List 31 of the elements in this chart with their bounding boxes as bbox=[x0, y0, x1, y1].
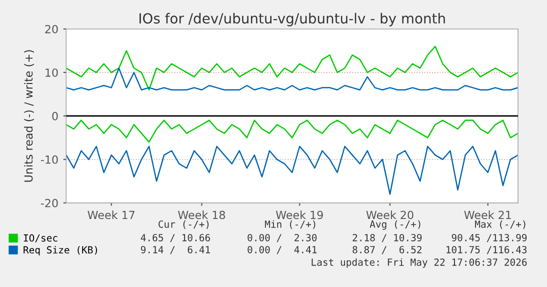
text: Max (-/+) bbox=[475, 220, 526, 229]
y-tick-label: 20 bbox=[45, 24, 58, 34]
text: 4.65 / 10.66 bbox=[140, 234, 210, 242]
x-tick-label: Week 21 bbox=[464, 210, 511, 220]
text: 8.87 / 6.52 bbox=[352, 246, 422, 254]
text: 101.75 /116.43 bbox=[446, 246, 527, 254]
y-axis-title: Units read (-) / write (+) bbox=[24, 50, 34, 182]
text: 0.00 / 2.30 bbox=[248, 234, 317, 242]
y-tick-label: -10 bbox=[40, 155, 58, 164]
text: 90.45 /113.99 bbox=[452, 234, 527, 242]
legend-label: Req Size (KB) bbox=[24, 246, 98, 256]
line-series bbox=[66, 46, 518, 90]
line-series bbox=[66, 67, 518, 90]
text: Avg (-/+) bbox=[370, 220, 420, 230]
x-tick-label: Week 18 bbox=[178, 210, 226, 220]
x-tick-label: Week 17 bbox=[88, 210, 134, 220]
x-tick-label: Week 19 bbox=[276, 210, 323, 220]
line-series bbox=[66, 120, 518, 143]
text: Last update: Fri May 22 17:06:37 2026 bbox=[312, 258, 527, 268]
line-series bbox=[66, 146, 518, 195]
text: Min (-/+) bbox=[264, 220, 316, 229]
y-tick-label: 10 bbox=[46, 68, 58, 77]
x-tick-label: Week 20 bbox=[366, 210, 414, 220]
text: 9.14 / 6.41 bbox=[140, 246, 210, 254]
text: Cur (-/+) bbox=[158, 220, 209, 229]
y-tick-label: 0 bbox=[52, 112, 58, 120]
chart-title: IOs for /dev/ubuntu-vg/ubuntu-lv - by month bbox=[140, 12, 445, 26]
text: 2.18 / 10.39 bbox=[352, 234, 422, 242]
text: 0.00 / 4.41 bbox=[248, 246, 317, 254]
legend-label: IO/sec bbox=[24, 234, 58, 242]
y-tick-label: -20 bbox=[40, 198, 58, 208]
